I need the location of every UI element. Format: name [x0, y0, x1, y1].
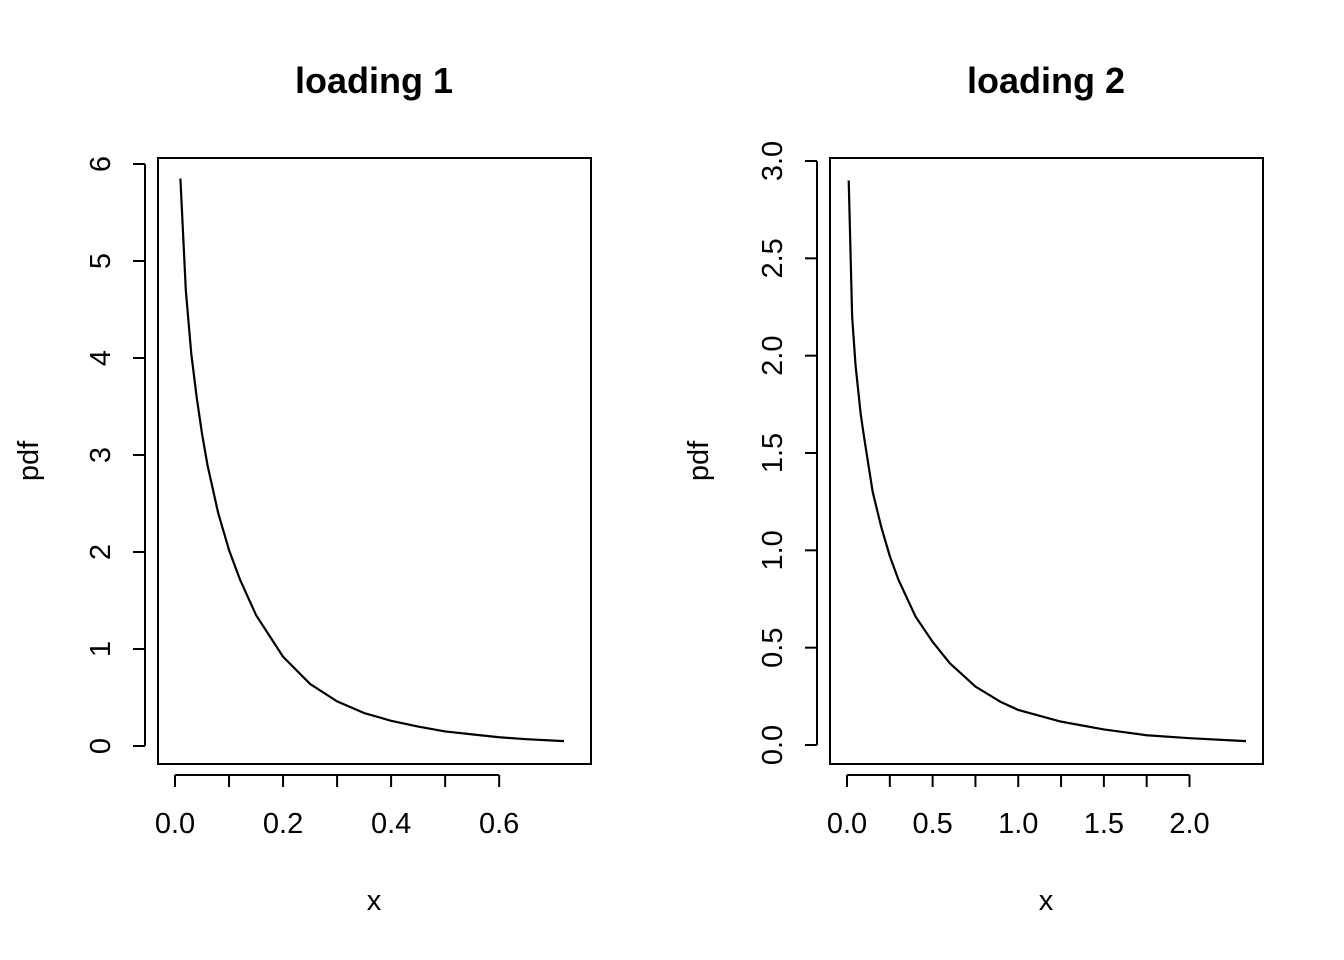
chart-title: loading 1: [295, 60, 453, 101]
x-tick-label: 0.6: [479, 808, 519, 840]
series-line: [847, 180, 1247, 743]
y-tick-label: 6: [85, 156, 117, 172]
x-axis-label: x: [367, 885, 382, 917]
x-tick-label: 0.0: [827, 808, 867, 840]
y-tick-label: 5: [85, 253, 117, 269]
plot-frame: [157, 157, 592, 765]
y-tick-label: 2: [85, 544, 117, 560]
y-tick-label: 2.5: [757, 238, 789, 278]
y-tick-label: 1: [85, 641, 117, 657]
chart-panel-loading-1: loading 1 x pdf 0.0 0.2 0.4 0.6 0 1 2 3 4 5 6: [13, 60, 592, 917]
x-tick-label: 1.5: [1084, 808, 1124, 840]
y-tick-label: 3: [85, 447, 117, 463]
plot-area: [847, 180, 1247, 743]
plot-frame: [829, 157, 1264, 765]
y-axis: 0 1 2 3 4 5 6: [85, 156, 146, 754]
y-tick-label: 4: [85, 350, 117, 366]
x-tick-label: 0.0: [155, 808, 195, 840]
x-axis: 0.0 0.2 0.4 0.6: [155, 774, 519, 840]
series-line: [179, 178, 565, 743]
y-axis: 0.0 0.5 1.0 1.5 2.0 2.5 3.0: [757, 141, 818, 765]
y-tick-label: 0.0: [757, 725, 789, 765]
chart-panel-loading-2: loading 2 x pdf 0.0 0.5 1.0 1.5 2.0 0.0 0.5 1.…: [683, 60, 1264, 917]
x-tick-label: 2.0: [1169, 808, 1209, 840]
y-tick-label: 1.5: [757, 433, 789, 473]
plot-area: [179, 178, 565, 743]
y-tick-label: 1.0: [757, 530, 789, 570]
x-axis: 0.0 0.5 1.0 1.5 2.0: [827, 774, 1210, 840]
x-tick-label: 1.0: [998, 808, 1038, 840]
y-tick-label: 2.0: [757, 336, 789, 376]
y-axis-label: pdf: [683, 440, 715, 481]
x-axis-label: x: [1039, 885, 1054, 917]
x-tick-label: 0.4: [371, 808, 411, 840]
y-tick-label: 0.5: [757, 628, 789, 668]
y-axis-label: pdf: [13, 440, 45, 481]
y-tick-label: 3.0: [757, 141, 789, 181]
x-tick-label: 0.5: [912, 808, 952, 840]
x-tick-label: 0.2: [263, 808, 303, 840]
y-tick-label: 0: [85, 738, 117, 754]
chart-title: loading 2: [967, 60, 1125, 101]
